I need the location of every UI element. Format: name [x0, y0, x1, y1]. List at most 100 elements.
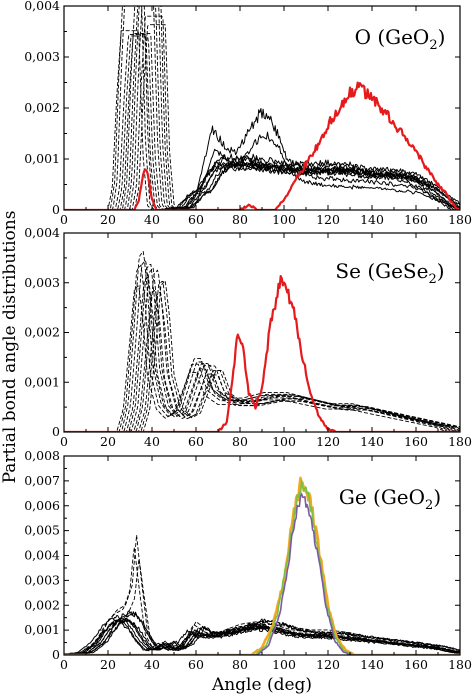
- x-tick-label: 160: [404, 657, 428, 672]
- panel-label-sub: 2: [425, 498, 433, 513]
- x-tick-label: 80: [232, 212, 248, 227]
- x-tick-label: 40: [144, 657, 160, 672]
- y-tick-label: 0,006: [24, 498, 60, 513]
- series-black-solid-2-8: [64, 611, 460, 655]
- y-tick-label: 0,002: [24, 597, 60, 612]
- y-tick-label: 0,005: [24, 523, 60, 538]
- panel-label-close: ): [437, 259, 445, 283]
- series-black-solid-2-4: [64, 160, 460, 210]
- panel-label-main: O (GeO: [355, 25, 430, 49]
- series-black-dashed-1-8: [64, 6, 460, 210]
- series-black-solid-3-1: [64, 107, 460, 210]
- series-black-dashed-1-4: [64, 33, 460, 210]
- x-tick-label: 180: [448, 212, 472, 227]
- y-tick-label: 0,001: [24, 374, 60, 389]
- series-black-solid-2-6: [64, 162, 460, 210]
- x-tick-label: 0: [60, 657, 68, 672]
- x-tick-label: 60: [188, 657, 204, 672]
- x-tick-label: 140: [360, 212, 384, 227]
- panel-label-close: ): [433, 485, 441, 509]
- x-tick-label: 120: [316, 434, 340, 449]
- series-black-dashed-1-9: [64, 6, 460, 210]
- x-tick-label: 160: [404, 434, 428, 449]
- panel-1: 0 20 40 60 80 100 120 140 160 180 0 0,001 0,002 0,003…: [24, 0, 472, 227]
- series-black-dashed-1-1: [64, 30, 460, 210]
- panel-label-sub: 2: [428, 272, 436, 287]
- series-black-dashed-1-4: [64, 259, 460, 432]
- y-tick-label: 0: [52, 424, 60, 439]
- series-black-solid-2-2: [64, 620, 460, 655]
- series-purple-5-1: [64, 493, 460, 655]
- y-tick-label: 0,003: [24, 275, 60, 290]
- series-black-dashed-1-12: [64, 280, 460, 432]
- x-tick-label: 100: [272, 212, 296, 227]
- plot-area: [64, 250, 460, 432]
- panel-label-close: ): [438, 25, 446, 49]
- y-tick-label: 0,003: [24, 49, 60, 64]
- y-tick-label: 0,001: [24, 622, 60, 637]
- series-black-solid-2-7: [64, 164, 460, 210]
- y-axis-title: Partial bond angle distributions: [0, 211, 20, 484]
- series-black-dashed-1-5: [64, 276, 460, 432]
- y-tick-label: 0,007: [24, 473, 60, 488]
- y-tick-label: 0,008: [24, 448, 60, 463]
- x-axis-title: Angle (deg): [211, 675, 312, 695]
- x-tick-label: 100: [272, 434, 296, 449]
- x-tick-label: 100: [272, 657, 296, 672]
- x-tick-label: 60: [188, 434, 204, 449]
- series-green-4-1: [64, 480, 460, 655]
- plot-area: [64, 6, 460, 210]
- x-tick-label: 20: [100, 434, 116, 449]
- y-tick-label: 0,001: [24, 151, 60, 166]
- series-black-solid-2-1: [64, 163, 460, 210]
- panels: 0 20 40 60 80 100 120 140 160 18000,0010,0020,003…: [24, 0, 472, 672]
- y-tick-label: 0,004: [24, 548, 60, 563]
- series-black-dashed-1-3: [64, 250, 460, 432]
- series-black-dashed-1-1: [64, 546, 460, 655]
- x-tick-label: 120: [316, 212, 340, 227]
- series-black-dashed-1-11: [64, 280, 460, 432]
- x-tick-label: 80: [232, 434, 248, 449]
- y-tick-label: 0,002: [24, 325, 60, 340]
- series-black-solid-2-5: [64, 153, 460, 210]
- series-black-solid-2-6: [64, 619, 460, 655]
- x-tick-label: 20: [100, 657, 116, 672]
- series-black-dashed-1-2: [64, 264, 460, 432]
- x-tick-label: 160: [404, 212, 428, 227]
- x-tick-label: 140: [360, 434, 384, 449]
- x-tick-label: 20: [100, 212, 116, 227]
- series-black-dashed-1-5: [64, 35, 460, 210]
- y-tick-label: 0,003: [24, 572, 60, 587]
- x-tick-label: 120: [316, 657, 340, 672]
- series-black-dashed-1-3: [64, 558, 460, 655]
- panel-label-main: Ge (GeO: [339, 485, 425, 509]
- panel-2: 0 20 40 60 80 100 120 140 160 180 0 0,001 0,002 0,003…: [24, 225, 472, 449]
- series-red-4-1: [64, 81, 460, 210]
- series-black-dashed-1-10: [64, 291, 460, 432]
- series-black-dashed-1-1: [64, 285, 460, 432]
- x-tick-label: 0: [60, 434, 68, 449]
- y-tick-label: 0,002: [24, 100, 60, 115]
- y-tick-label: 0: [52, 647, 60, 662]
- x-tick-label: 180: [448, 657, 472, 672]
- series-black-dashed-1-2: [64, 534, 460, 655]
- x-tick-label: 140: [360, 657, 384, 672]
- plot-area: [64, 476, 460, 655]
- series-black-dashed-1-9: [64, 269, 460, 432]
- x-tick-label: 0: [60, 212, 68, 227]
- panel-label-main: Se (GeSe: [335, 259, 428, 283]
- series-black-dashed-1-6: [64, 33, 460, 210]
- series-black-dashed-1-7: [64, 267, 460, 432]
- panel-label: Ge (GeO2): [339, 485, 441, 513]
- x-tick-label: 180: [448, 434, 472, 449]
- series-red-2-1: [64, 274, 460, 432]
- y-tick-label: 0,004: [24, 225, 60, 240]
- x-tick-label: 40: [144, 212, 160, 227]
- panel-label-sub: 2: [429, 38, 437, 53]
- y-tick-label: 0: [52, 202, 60, 217]
- panel-label: O (GeO2): [355, 25, 446, 53]
- y-tick-label: 0,004: [24, 0, 60, 13]
- x-tick-label: 40: [144, 434, 160, 449]
- series-black-solid-3-2: [64, 131, 460, 210]
